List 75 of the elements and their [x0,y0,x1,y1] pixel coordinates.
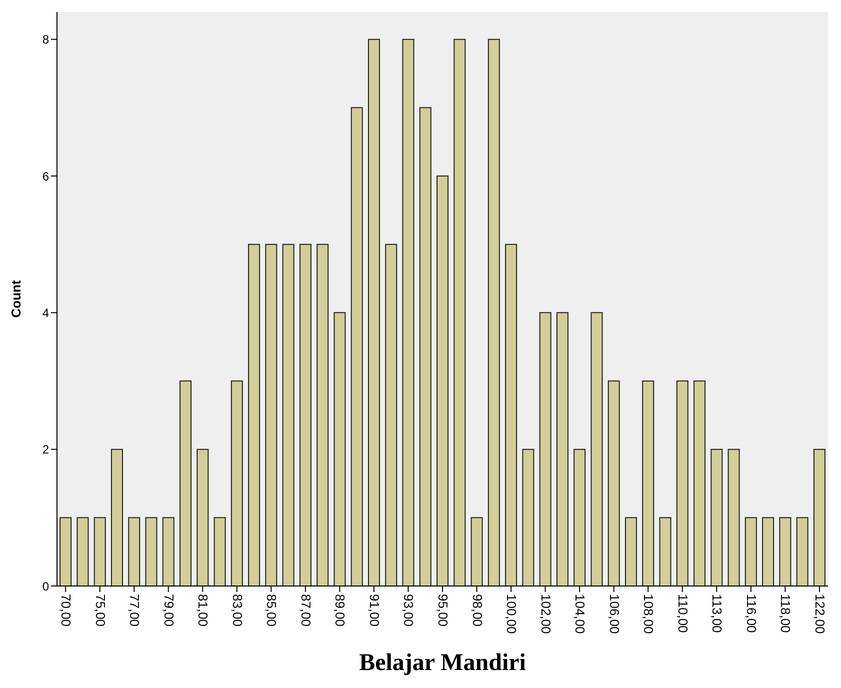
bar [590,312,603,586]
x-tick-label: 85,00 [264,594,280,627]
bar [214,517,226,586]
bar [744,517,757,586]
bar [110,448,123,586]
bar [779,517,792,586]
bar [196,448,209,586]
bar [624,517,637,586]
y-tick-label: 4 [42,306,50,320]
bar [574,448,586,586]
bar [94,517,106,586]
x-tick-label: 100,00 [504,594,520,634]
x-tick-label: 104,00 [572,594,588,634]
bar [76,517,89,586]
x-tick-label: 98,00 [470,594,485,627]
bar [813,448,826,586]
bar [350,107,363,586]
x-tick-label: 106,00 [606,594,622,634]
bar [419,107,432,586]
x-tick-label: 89,00 [332,594,348,627]
x-tick-label: 108,00 [641,594,656,634]
bar [230,380,243,586]
bar [180,380,192,586]
bar [316,244,329,586]
bar [402,38,414,586]
x-tick-label: 116,00 [744,594,759,633]
bar [128,517,140,586]
y-tick-label: 0 [42,579,50,594]
bar [642,380,654,586]
bar [608,380,620,586]
x-tick-label: 110,00 [675,594,690,633]
bar [470,517,483,586]
x-tick-label: 93,00 [401,594,416,627]
bar [60,517,72,586]
x-tick-label: 118,00 [778,594,794,633]
x-tick-label: 113,00 [710,594,725,633]
y-tick-label: 8 [42,32,50,47]
x-tick-label: 70,00 [58,594,74,627]
bar [694,380,706,586]
x-tick-label: 122,00 [812,594,828,634]
x-tick-label: 77,00 [127,594,142,627]
x-tick-label: 95,00 [436,594,450,627]
bar [728,448,740,586]
bar [436,176,449,586]
bar [539,312,552,586]
y-tick-label: 6 [42,169,50,184]
bar [522,448,534,586]
bar [385,244,398,586]
bar [145,517,158,586]
x-tick-label: 75,00 [92,594,108,627]
y-axis-title: Count [8,280,24,318]
x-tick-label: 83,00 [230,594,245,627]
bar [282,244,294,586]
x-tick-label: 81,00 [196,594,211,627]
bar [265,244,278,586]
bar [162,517,174,586]
bar [248,244,260,586]
x-tick-label: 79,00 [161,594,176,627]
bar [762,517,774,586]
x-tick-label: 91,00 [366,594,382,627]
bar [796,517,808,586]
bar [556,312,568,586]
bar [710,448,723,586]
bar [368,38,380,586]
bar [659,517,672,586]
x-axis-title: Belajar Mandiri [359,650,526,676]
x-tick-label: 102,00 [538,594,554,634]
y-tick-label: 2 [42,442,50,457]
bar [334,312,346,586]
bar [299,244,312,586]
x-tick-label: 87,00 [298,594,314,627]
bar [676,380,688,586]
bar [488,38,500,586]
bar [505,244,518,586]
bar [454,38,466,586]
